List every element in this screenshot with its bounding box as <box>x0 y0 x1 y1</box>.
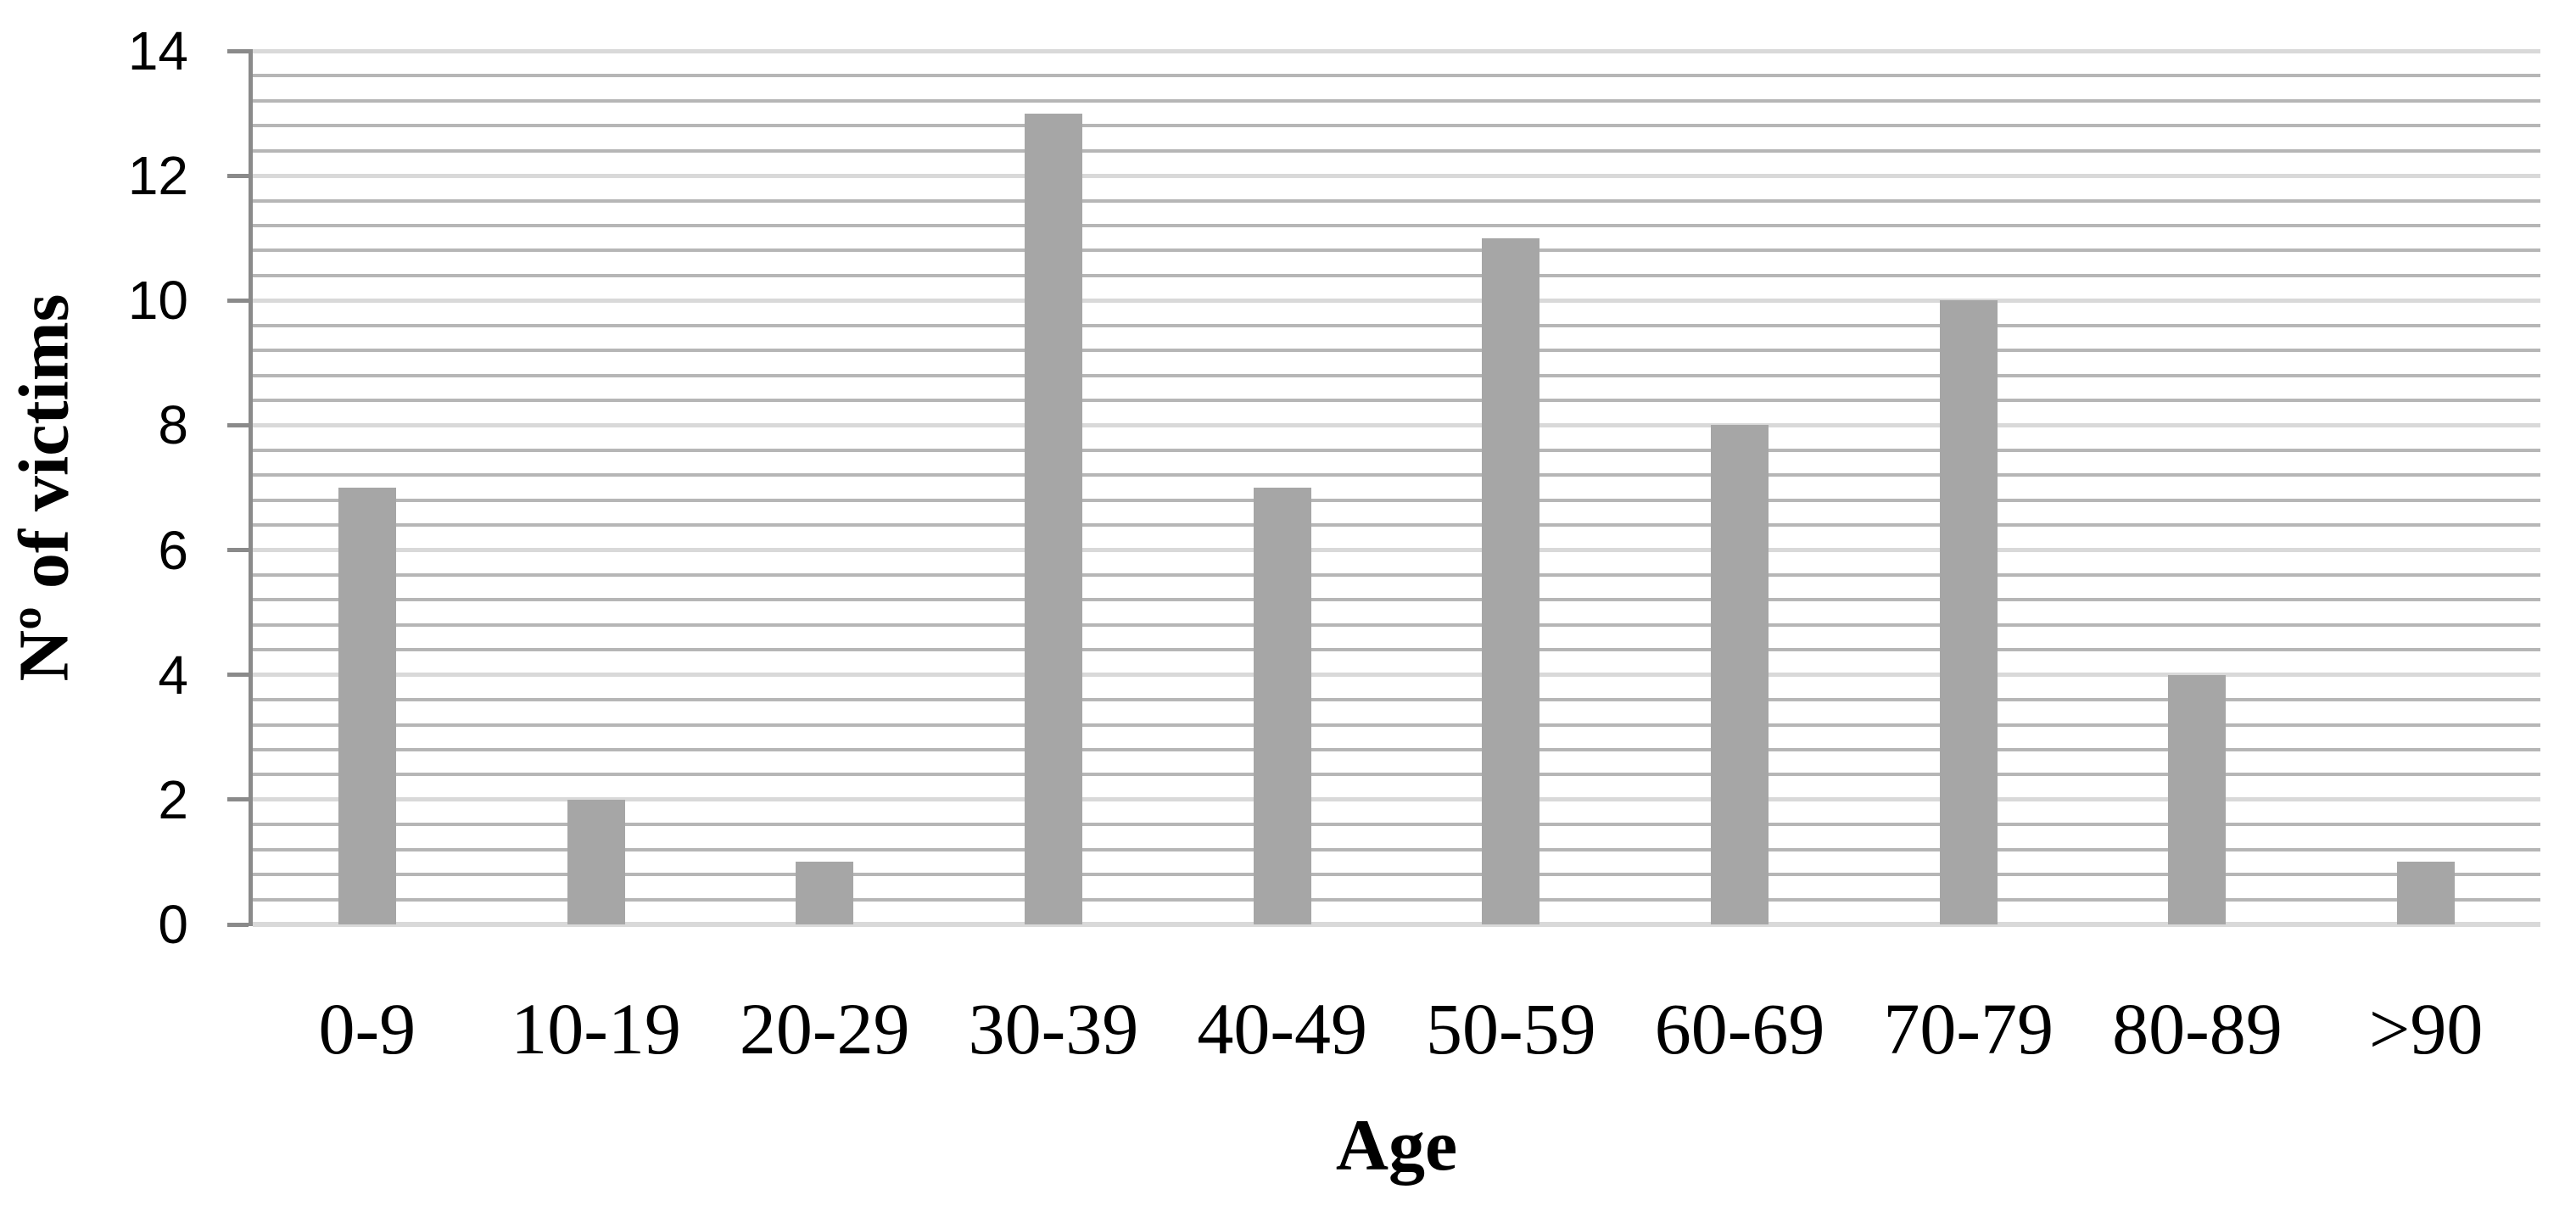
major-gridline <box>253 673 2540 678</box>
minor-gridline <box>253 847 2540 851</box>
y-axis-tick-label: 14 <box>127 20 188 81</box>
minor-gridline <box>253 748 2540 751</box>
y-axis-tick <box>227 422 249 427</box>
plot-area <box>253 48 2540 927</box>
x-axis-tick-label: >90 <box>2368 988 2484 1069</box>
y-axis-tick <box>227 298 249 303</box>
x-axis-tick-label: 70-79 <box>1883 988 2054 1069</box>
x-axis-tick-label: 10-19 <box>511 988 681 1069</box>
y-axis-tick <box>227 673 249 678</box>
minor-gridline <box>253 473 2540 477</box>
minor-gridline <box>253 773 2540 777</box>
y-axis-tick-label: 12 <box>127 145 188 207</box>
bar <box>796 862 854 924</box>
major-gridline <box>253 422 2540 427</box>
major-gridline <box>253 797 2540 802</box>
minor-gridline <box>253 897 2540 902</box>
minor-gridline <box>253 399 2540 402</box>
minor-gridline <box>253 198 2540 203</box>
x-axis-baseline <box>253 922 2540 927</box>
minor-gridline <box>253 873 2540 877</box>
bar <box>1482 237 1540 924</box>
y-axis-tick <box>227 922 249 927</box>
x-axis-tick-label: 40-49 <box>1197 988 1367 1069</box>
minor-gridline <box>253 448 2540 452</box>
x-axis-tick-label: 20-29 <box>739 988 910 1069</box>
minor-gridline <box>253 698 2540 702</box>
y-axis-tick-label: 8 <box>158 394 188 456</box>
x-axis-tick-label: 0-9 <box>318 988 416 1069</box>
minor-gridline <box>253 573 2540 577</box>
y-axis-tick-label: 0 <box>158 894 188 955</box>
minor-gridline <box>253 124 2540 128</box>
y-axis-line <box>249 49 253 926</box>
y-axis-title: Nº of victims <box>4 293 84 682</box>
minor-gridline <box>253 98 2540 103</box>
bar <box>1711 425 1769 924</box>
minor-gridline <box>253 648 2540 652</box>
x-axis-tick-label: 50-59 <box>1426 988 1596 1069</box>
x-axis-tick-label: 60-69 <box>1654 988 1825 1069</box>
bar <box>1253 488 1311 924</box>
minor-gridline <box>253 623 2540 627</box>
minor-gridline <box>253 598 2540 602</box>
minor-gridline <box>253 273 2540 277</box>
minor-gridline <box>253 148 2540 153</box>
minor-gridline <box>253 224 2540 227</box>
y-axis-tick <box>227 797 249 802</box>
y-axis-tick-label: 2 <box>158 768 188 830</box>
minor-gridline <box>253 823 2540 827</box>
bar <box>567 799 625 924</box>
y-axis-tick-label: 10 <box>127 270 188 332</box>
bar <box>2168 674 2227 924</box>
y-axis-tick-label: 4 <box>158 644 188 706</box>
major-gridline <box>253 298 2540 303</box>
x-axis-tick-label: 80-89 <box>2112 988 2283 1069</box>
major-gridline <box>253 548 2540 553</box>
minor-gridline <box>253 248 2540 253</box>
minor-gridline <box>253 523 2540 528</box>
x-axis-tick-label: 30-39 <box>968 988 1139 1069</box>
bar <box>2397 862 2456 924</box>
x-axis-title: Age <box>1335 1104 1458 1186</box>
y-axis-tick <box>227 548 249 553</box>
minor-gridline <box>253 723 2540 727</box>
major-gridline <box>253 48 2540 53</box>
bar <box>1024 113 1082 924</box>
minor-gridline <box>253 323 2540 327</box>
bar <box>1939 300 1998 924</box>
minor-gridline <box>253 373 2540 377</box>
bar <box>338 488 396 924</box>
y-axis-tick <box>227 48 249 53</box>
y-axis-tick <box>227 173 249 178</box>
minor-gridline <box>253 498 2540 502</box>
minor-gridline <box>253 74 2540 78</box>
minor-gridline <box>253 349 2540 353</box>
major-gridline <box>253 173 2540 178</box>
y-axis-tick-label: 6 <box>158 519 188 581</box>
